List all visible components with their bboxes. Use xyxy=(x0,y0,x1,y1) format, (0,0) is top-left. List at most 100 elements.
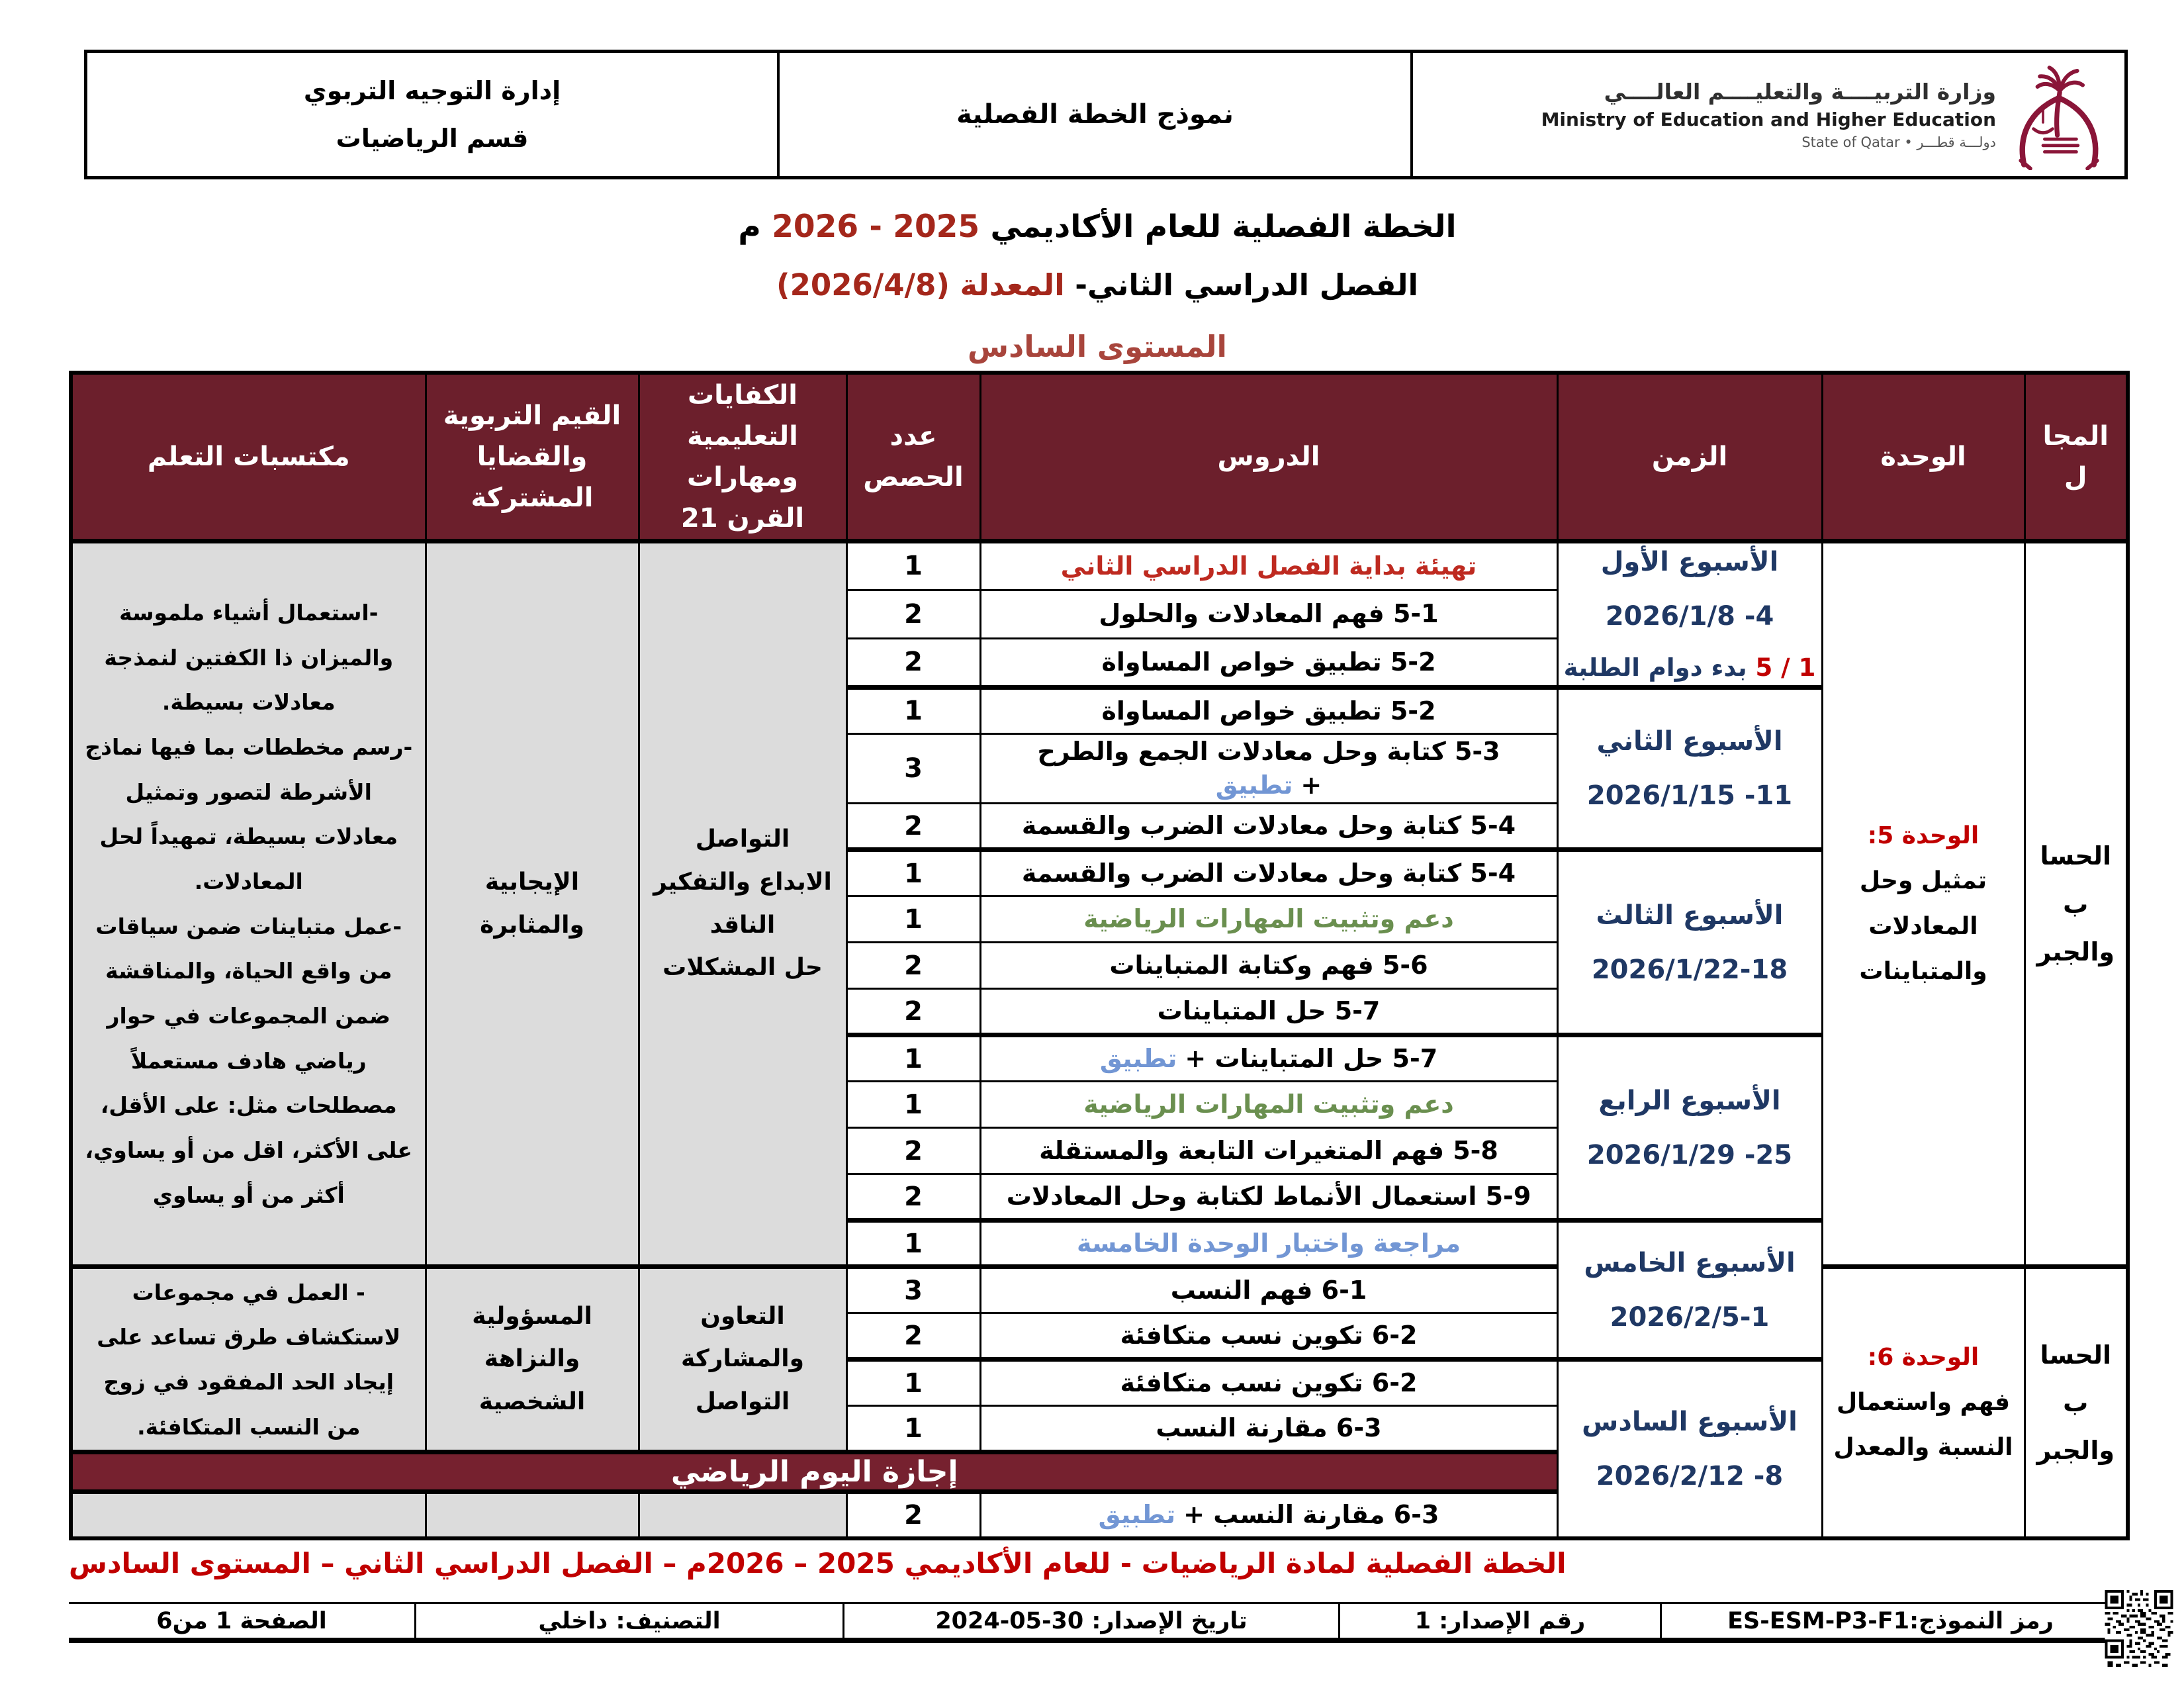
lesson-cell: 5-4 كتابة وحل معادلات الضرب والقسمة xyxy=(979,847,1559,898)
periods-cell: 2 xyxy=(845,802,981,851)
skills-block-unit5: التواصل الابداع والتفكير الناقد حل المشك… xyxy=(637,539,848,1268)
table-row: الأسبوع السادس 8- 2026/2/12 6-2 تكوين نس… xyxy=(71,1357,2128,1540)
lesson-text: 6-3 مقارنة النسب + xyxy=(1183,1500,1439,1530)
table-row: 6-2 تكوين نسب متكافئة 2 xyxy=(71,1312,2128,1361)
table-row: 5-8 فهم المتغيرات التابعة والمستقلة 2 xyxy=(71,1127,2128,1176)
table-row: 5-9 استعمال الأنماط لكتابة وحل المعادلات… xyxy=(71,1173,2128,1222)
unit5-title: الوحدة 5: xyxy=(1867,821,1979,849)
holiday-band-row: إجازة اليوم الرياضي xyxy=(69,1450,2128,1495)
skill-line: التعاون والمشاركة xyxy=(680,1302,804,1373)
periods-cell: 1 xyxy=(845,1357,981,1407)
plan-table: المجال الوحدة الزمن الدروس عدد الحصص الك… xyxy=(69,371,2130,1540)
col-header-unit: الوحدة xyxy=(1821,371,2026,543)
lesson-cell: 5-7 حل المتباينات xyxy=(979,988,1559,1037)
unit6-desc: فهم واستعمال النسبة والمعدل xyxy=(1833,1388,2013,1462)
table-row: الأسبوع الخامس 2026/2/5-1 مراجعة واختبار… xyxy=(71,1218,2128,1361)
lesson-cell: 6-2 تكوين نسب متكافئة xyxy=(979,1357,1559,1407)
title1-years: 2025 - 2026 xyxy=(772,209,980,245)
title-level: المستوى السادس xyxy=(968,329,1227,364)
col-header-skills: الكفايات التعليمية ومهارات القرن 21 xyxy=(637,371,848,543)
lesson-text: 5-3 كتابة وحل معادلات الجمع والطرح + xyxy=(1037,736,1500,800)
table-row: 5-4 كتابة وحل معادلات الضرب والقسمة 2 xyxy=(71,802,2128,851)
week3-cell: الأسبوع الثالث 2026/1/22-18 xyxy=(1556,847,1823,1037)
periods-cell: 2 xyxy=(845,1312,981,1361)
qatar-emblem-icon xyxy=(2019,66,2099,170)
ministry-logo-cell: وزارة التربيــــة والتعليــــم العالــــ… xyxy=(1413,53,2124,176)
table-row: الأسبوع الثالث 2026/1/22-18 5-4 كتابة وح… xyxy=(71,847,2128,1037)
lesson-cell: دعم وتثبيت المهارات الرياضية xyxy=(979,1080,1559,1129)
lesson-cell: 5-6 فهم وكتابة المتباينات xyxy=(979,941,1559,990)
week3-name: الأسبوع الثالث xyxy=(1596,900,1784,931)
lesson-cell: دعم وتثبيت المهارات الرياضية xyxy=(979,895,1559,944)
outcomes-block-unit6: - العمل في مجموعات لاستكشاف طرق تساعد عل… xyxy=(69,1264,427,1454)
unit5-cell: الوحدة 5: تمثيل وحل المعادلات والمتباينا… xyxy=(1821,539,2026,1268)
empty-skills-cell xyxy=(637,1489,848,1540)
periods-cell: 2 xyxy=(845,941,981,990)
footer-classification: التصنيف: داخلي xyxy=(414,1604,842,1638)
footer-summary-line: الخطة الفصلية لمادة الرياضيات - للعام ال… xyxy=(69,1547,1567,1579)
week5-date: 2026/2/5-1 xyxy=(1610,1301,1770,1333)
col-header-values: القيم التربوية والقضايا المشتركة xyxy=(424,371,640,543)
week2-cell: الأسبوع الثاني 11- 2026/1/15 xyxy=(1556,684,1823,851)
table-row: 5-6 فهم وكتابة المتباينات 2 xyxy=(71,941,2128,990)
week3-date: 2026/1/22-18 xyxy=(1591,954,1788,985)
week1-note-text: بدء دوام الطلبة xyxy=(1563,653,1747,682)
empty-values-cell xyxy=(424,1489,640,1540)
week6-cell: الأسبوع السادس 8- 2026/2/12 xyxy=(1556,1357,1823,1540)
outcome-paragraph: - العمل في مجموعات لاستكشاف طرق تساعد عل… xyxy=(97,1279,401,1440)
values-block-unit5: الإيجابية والمثابرة xyxy=(424,539,640,1268)
footer-form-code: رمز النموذج:ES-ESM-P3-F1 xyxy=(1660,1604,2119,1638)
sports-day-holiday-band: إجازة اليوم الرياضي xyxy=(69,1450,1559,1495)
periods-cell: 1 xyxy=(845,1405,981,1454)
table-row: دعم وتثبيت المهارات الرياضية 1 xyxy=(71,1080,2128,1129)
week1-note-date: 1 / 5 xyxy=(1755,653,1816,682)
week4-name: الأسبوع الرابع xyxy=(1598,1085,1781,1116)
lesson-extra: تطبيق xyxy=(1098,1500,1176,1530)
title-semester: الفصل الدراسي الثاني- المعدلة (2026/4/8) xyxy=(69,267,2126,303)
periods-cell: 1 xyxy=(845,684,981,735)
week2-name: الأسبوع الثاني xyxy=(1596,726,1783,757)
form-title: نموذج الخطة الفصلية xyxy=(956,99,1234,130)
department-line1: إدارة التوجيه التربوي xyxy=(303,75,561,105)
col-header-domain: المجال xyxy=(2023,371,2129,543)
footer-issue-date: تاريخ الإصدار: 30-05-2024 xyxy=(842,1604,1338,1638)
table-header-row: المجال الوحدة الزمن الدروس عدد الحصص الك… xyxy=(69,371,2129,543)
domain-unit5: الحساب والجبر xyxy=(2023,539,2129,1268)
skills-block-unit6: التعاون والمشاركة التواصل xyxy=(637,1264,848,1454)
week1-note: 1 / 5 بدء دوام الطلبة xyxy=(1564,651,1816,685)
skill-line: التواصل xyxy=(695,1388,790,1416)
periods-cell: 2 xyxy=(845,1489,981,1540)
lesson-cell: 5-4 كتابة وحل معادلات الضرب والقسمة xyxy=(979,802,1559,851)
week6-name: الأسبوع السادس xyxy=(1582,1407,1797,1438)
ministry-text: وزارة التربيــــة والتعليــــم العالــــ… xyxy=(1541,79,1996,150)
lesson-cell: 5-1 فهم المعادلات والحلول xyxy=(979,588,1559,640)
document-header: إدارة التوجيه التربوي قسم الرياضيات نموذ… xyxy=(84,50,2128,179)
unit6-title: الوحدة 6: xyxy=(1867,1343,1979,1371)
table-row: 5-2 تطبيق خواص المساواة 2 xyxy=(71,637,2128,688)
table-row: الأسبوع الرابع 25- 2026/1/29 5-7 حل المت… xyxy=(71,1033,2128,1222)
skill-line: حل المشكلات xyxy=(662,954,823,982)
skill-line: الابداع والتفكير الناقد xyxy=(653,868,832,939)
qr-code-icon xyxy=(2105,1590,2173,1669)
values-block-unit6: المسؤولية والنزاهة الشخصية xyxy=(424,1264,640,1454)
col-header-periods: عدد الحصص xyxy=(845,371,981,543)
periods-cell: 1 xyxy=(845,1033,981,1083)
department-cell: إدارة التوجيه التربوي قسم الرياضيات xyxy=(87,53,780,176)
week5-name: الأسبوع الخامس xyxy=(1584,1247,1796,1278)
periods-cell: 1 xyxy=(845,1080,981,1129)
table-row: 5-1 فهم المعادلات والحلول 2 xyxy=(71,588,2128,640)
title1-text: الخطة الفصلية للعام الأكاديمي xyxy=(979,209,1457,245)
col-header-lessons: الدروس xyxy=(979,371,1559,543)
department-line2: قسم الرياضيات xyxy=(336,124,529,153)
periods-cell: 2 xyxy=(845,1127,981,1176)
outcome-paragraph: -عمل متباينات ضمن سياقات من واقع الحياة،… xyxy=(85,913,412,1208)
title-academic-year: الخطة الفصلية للعام الأكاديمي 2025 - 202… xyxy=(69,209,2126,245)
table-row: الأسبوع الثاني 11- 2026/1/15 5-2 تطبيق خ… xyxy=(71,684,2128,851)
col-header-time: الزمن xyxy=(1556,371,1823,543)
table-row: 5-7 حل المتباينات 2 xyxy=(71,988,2128,1037)
footer-bar: الصفحة 1 من6 التصنيف: داخلي تاريخ الإصدا… xyxy=(69,1602,2119,1643)
week4-cell: الأسبوع الرابع 25- 2026/1/29 xyxy=(1556,1033,1823,1222)
ministry-state-line: دولـــة قطـــر • State of Qatar xyxy=(1801,134,1996,150)
week1-cell: الأسبوع الأول 4- 2026/1/8 1 / 5 بدء دوام… xyxy=(1556,540,1823,688)
